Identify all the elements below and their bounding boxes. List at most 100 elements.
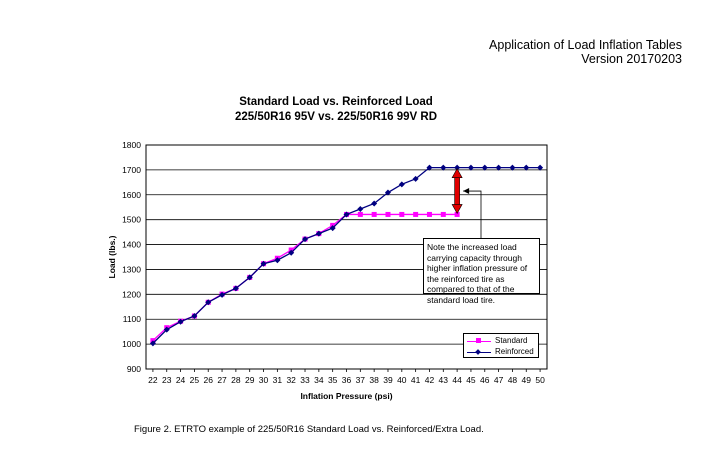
point-reinforced-42 xyxy=(426,164,433,171)
x-tick-label-47: 47 xyxy=(494,375,504,385)
annotation-note: Note the increased load carrying capacit… xyxy=(423,238,540,305)
figure-caption: Figure 2. ETRTO example of 225/50R16 Sta… xyxy=(134,424,484,435)
y-tick-label-1800: 1800 xyxy=(122,140,141,150)
point-reinforced-40 xyxy=(398,181,405,188)
point-standard-42 xyxy=(426,211,432,217)
chart-subtitle: 225/50R16 95V vs. 225/50R16 99V RD xyxy=(234,111,438,123)
x-tick-label-22: 22 xyxy=(148,375,158,385)
x-tick-label-33: 33 xyxy=(300,375,310,385)
point-standard-38 xyxy=(371,211,377,217)
series-line-standard xyxy=(152,213,458,342)
point-reinforced-39 xyxy=(384,189,391,196)
point-reinforced-30 xyxy=(260,260,267,267)
point-reinforced-32 xyxy=(288,249,295,256)
x-tick-label-28: 28 xyxy=(231,375,241,385)
arrow-head-down xyxy=(451,204,463,215)
arrow-shaft xyxy=(454,176,460,206)
point-standard-41 xyxy=(413,211,419,217)
x-tick-label-30: 30 xyxy=(259,375,269,385)
legend-label-standard: Standard xyxy=(495,336,528,345)
x-tick-label-41: 41 xyxy=(411,375,421,385)
callout-arrowhead xyxy=(463,188,470,195)
point-reinforced-28 xyxy=(232,285,239,292)
x-tick-label-27: 27 xyxy=(217,375,227,385)
callout-connector xyxy=(463,190,482,238)
point-reinforced-37 xyxy=(357,205,364,212)
point-reinforced-50 xyxy=(537,164,544,171)
point-reinforced-31 xyxy=(274,257,281,264)
y-tick-label-1600: 1600 xyxy=(122,190,141,200)
x-tick-label-49: 49 xyxy=(522,375,532,385)
x-tick-label-31: 31 xyxy=(273,375,283,385)
y-tick-label-1200: 1200 xyxy=(122,289,141,299)
point-reinforced-48 xyxy=(509,164,516,171)
y-axis-label: Load (lbs.) xyxy=(107,235,117,278)
legend-item-standard: Standard xyxy=(464,336,538,346)
x-tick-label-29: 29 xyxy=(245,375,255,385)
point-reinforced-29 xyxy=(246,274,253,281)
point-reinforced-38 xyxy=(371,200,378,207)
x-tick-label-37: 37 xyxy=(356,375,366,385)
arrow-head-up xyxy=(451,168,463,178)
point-reinforced-43 xyxy=(440,164,447,171)
x-tick-label-23: 23 xyxy=(162,375,172,385)
point-reinforced-26 xyxy=(205,299,212,306)
point-reinforced-27 xyxy=(219,291,226,298)
chart-legend: Standard Reinforced xyxy=(463,333,539,358)
header-line-2: Version 20170203 xyxy=(581,52,682,66)
x-tick-label-38: 38 xyxy=(369,375,379,385)
x-tick-label-43: 43 xyxy=(439,375,449,385)
y-tick-label-1500: 1500 xyxy=(122,215,141,225)
legend-marker-standard xyxy=(476,338,481,343)
page-header: Application of Load Inflation Tables Ver… xyxy=(489,38,682,66)
x-tick-label-35: 35 xyxy=(328,375,338,385)
y-tick-label-900: 900 xyxy=(127,364,141,374)
point-reinforced-46 xyxy=(481,164,488,171)
x-tick-label-34: 34 xyxy=(314,375,324,385)
x-tick-label-39: 39 xyxy=(383,375,393,385)
y-tick-label-1000: 1000 xyxy=(122,339,141,349)
point-reinforced-35 xyxy=(329,225,336,232)
legend-item-reinforced: Reinforced xyxy=(464,347,538,357)
point-reinforced-33 xyxy=(302,236,309,243)
x-tick-label-42: 42 xyxy=(425,375,435,385)
point-reinforced-22 xyxy=(149,340,156,347)
y-tick-label-1300: 1300 xyxy=(122,264,141,274)
x-tick-label-40: 40 xyxy=(397,375,407,385)
x-tick-label-46: 46 xyxy=(480,375,490,385)
point-reinforced-47 xyxy=(495,164,502,171)
x-tick-label-50: 50 xyxy=(535,375,545,385)
header-line-1: Application of Load Inflation Tables xyxy=(489,38,682,52)
chart-title: Standard Load vs. Reinforced Load xyxy=(239,96,433,108)
legend-label-reinforced: Reinforced xyxy=(495,347,534,356)
x-tick-label-25: 25 xyxy=(190,375,200,385)
point-standard-43 xyxy=(440,211,446,217)
point-reinforced-34 xyxy=(315,230,322,237)
point-reinforced-49 xyxy=(523,164,530,171)
point-reinforced-23 xyxy=(163,326,170,333)
point-standard-40 xyxy=(399,211,405,217)
x-tick-label-44: 44 xyxy=(452,375,462,385)
x-axis-label: Inflation Pressure (psi) xyxy=(300,391,392,401)
x-tick-label-24: 24 xyxy=(176,375,186,385)
point-reinforced-41 xyxy=(412,175,419,182)
point-standard-44 xyxy=(454,211,460,217)
x-tick-label-26: 26 xyxy=(203,375,213,385)
point-reinforced-25 xyxy=(191,312,198,319)
point-reinforced-24 xyxy=(177,318,184,325)
point-reinforced-45 xyxy=(467,164,474,171)
x-tick-label-36: 36 xyxy=(342,375,352,385)
chart-title-block: Standard Load vs. Reinforced Load 225/50… xyxy=(140,95,532,125)
x-tick-label-48: 48 xyxy=(508,375,518,385)
x-tick-label-32: 32 xyxy=(286,375,296,385)
legend-marker-reinforced xyxy=(475,349,481,355)
point-standard-37 xyxy=(357,211,363,217)
y-tick-label-1700: 1700 xyxy=(122,165,141,175)
point-standard-39 xyxy=(385,211,391,217)
point-reinforced-44 xyxy=(454,164,461,171)
y-tick-label-1400: 1400 xyxy=(122,240,141,250)
x-tick-label-45: 45 xyxy=(466,375,476,385)
point-reinforced-36 xyxy=(343,211,350,218)
y-tick-label-1100: 1100 xyxy=(123,314,142,324)
